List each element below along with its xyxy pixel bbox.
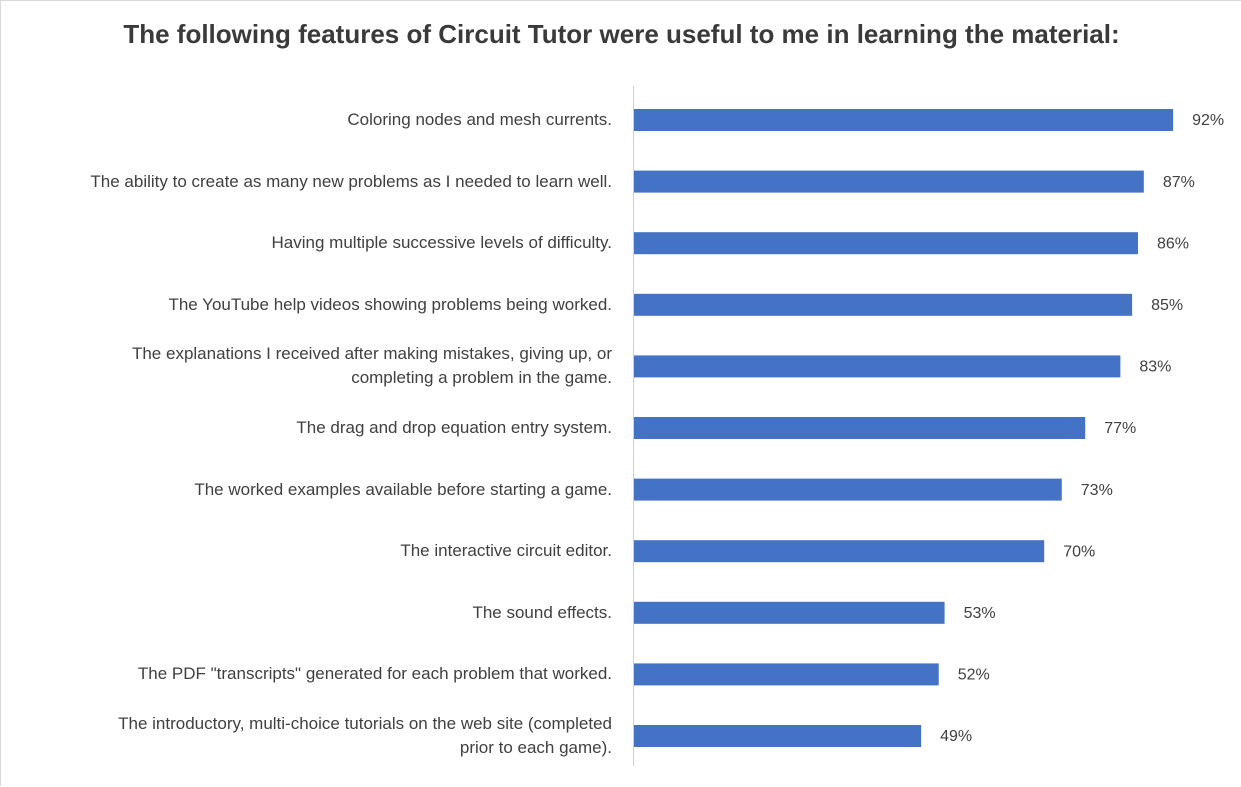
category-label: The YouTube help videos showing problems…: [168, 294, 612, 314]
category-label: Having multiple successive levels of dif…: [271, 233, 612, 253]
category-label: The introductory, multi-choice tutorials…: [118, 714, 612, 757]
bar: [634, 109, 1174, 131]
bar: [634, 355, 1121, 378]
category-label: Coloring nodes and mesh currents.: [347, 110, 612, 129]
data-label: 73%: [1081, 482, 1113, 499]
chart-title: The following features of Circuit Tutor …: [123, 19, 1120, 49]
data-label: 53%: [964, 605, 996, 622]
bar: [634, 540, 1045, 563]
bar: [634, 601, 945, 624]
category-label: The worked examples available before sta…: [194, 479, 612, 499]
category-label: The explanations I received after making…: [131, 344, 612, 388]
category-label: The drag and drop equation entry system.: [296, 418, 612, 437]
data-label: 83%: [1139, 359, 1171, 376]
data-label: 52%: [958, 667, 990, 684]
bar: [634, 725, 922, 747]
category-label: The interactive circuit editor.: [400, 541, 612, 561]
data-label: 70%: [1063, 543, 1095, 560]
bar: [634, 417, 1086, 439]
data-label: 86%: [1157, 235, 1189, 252]
category-label: The sound effects.: [472, 602, 612, 622]
data-label: 77%: [1104, 420, 1136, 437]
bar: [634, 293, 1133, 316]
data-label: 87%: [1163, 174, 1195, 191]
bar: [634, 478, 1062, 501]
data-label: 92%: [1192, 112, 1224, 129]
bar: [634, 663, 939, 686]
bar: [634, 170, 1144, 193]
category-label: The ability to create as many new proble…: [90, 171, 612, 191]
bar: [634, 232, 1138, 255]
data-label: 49%: [940, 728, 972, 745]
data-label: 85%: [1151, 297, 1183, 314]
category-label: The PDF "transcripts" generated for each…: [137, 664, 612, 684]
